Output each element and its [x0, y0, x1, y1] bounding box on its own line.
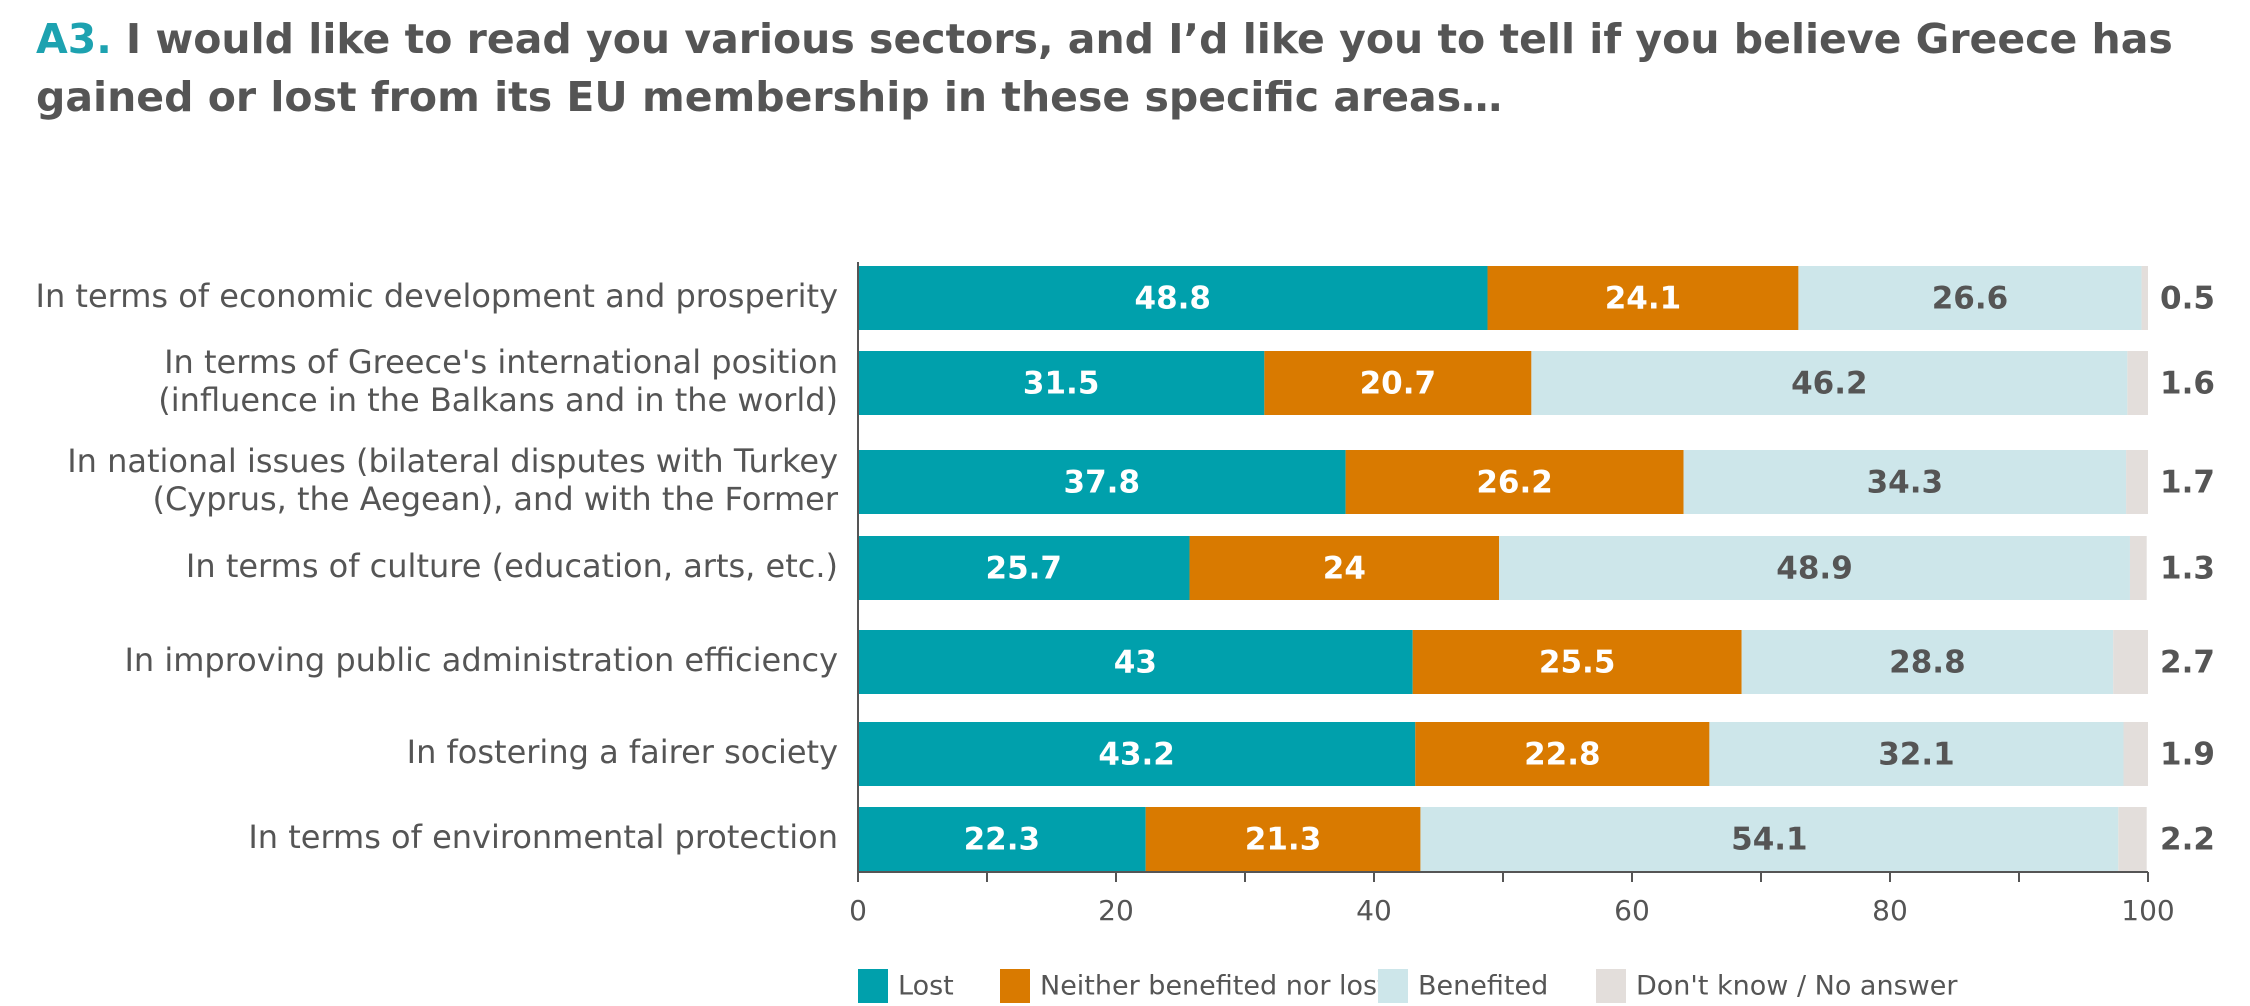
value-label-dont-know: 2.2 [2160, 822, 2215, 858]
legend-label-benefited: Benefited [1418, 971, 1548, 1002]
chart-title: A3. I would like to read you various sect… [36, 10, 2226, 126]
bar-lost [858, 536, 1190, 600]
value-label-dont-know: 1.3 [2160, 551, 2215, 587]
value-label-neither: 24.1 [1605, 281, 1682, 317]
bar-benefited [1420, 807, 2119, 871]
value-label-neither: 26.2 [1476, 465, 1553, 501]
bar-neither [1264, 351, 1532, 415]
value-label-benefited: 32.1 [1878, 737, 1955, 773]
bar-benefited [1741, 630, 2114, 694]
x-tick-label: 100 [2121, 894, 2174, 927]
value-label-dont-know: 1.6 [2160, 366, 2215, 402]
bar-benefited [1798, 266, 2142, 330]
value-label-benefited: 54.1 [1731, 822, 1808, 858]
bar-neither [1145, 807, 1421, 871]
bar-lost [858, 630, 1413, 694]
legend-swatch-lost [858, 969, 888, 1003]
bar-dont-know [2141, 266, 2148, 330]
legend-swatch-benefited [1378, 969, 1408, 1003]
bar-lost [858, 807, 1146, 871]
category-label: In fostering a fairer society [407, 733, 838, 771]
bar-benefited [1683, 450, 2127, 514]
question-number: A3. [36, 15, 112, 63]
category-label: (Cyprus, the Aegean), and with the Forme… [152, 480, 838, 518]
category-label: (influence in the Balkans and in the wor… [158, 381, 838, 419]
bar-neither [1189, 536, 1500, 600]
x-tick-label: 40 [1356, 894, 1392, 927]
bar-dont-know [2113, 630, 2148, 694]
value-label-dont-know: 2.7 [2160, 645, 2215, 681]
value-label-dont-know: 1.7 [2160, 465, 2215, 501]
bar-neither [1415, 722, 1710, 786]
value-label-dont-know: 1.9 [2160, 737, 2215, 773]
x-tick-label: 20 [1098, 894, 1134, 927]
value-label-benefited: 26.6 [1932, 281, 2009, 317]
value-label-lost: 37.8 [1064, 465, 1141, 501]
bar-dont-know [2127, 351, 2148, 415]
value-label-neither: 25.5 [1539, 645, 1616, 681]
bar-neither [1345, 450, 1684, 514]
category-label: In improving public administration effic… [124, 641, 838, 679]
value-label-benefited: 28.8 [1889, 645, 1966, 681]
value-label-lost: 22.3 [964, 822, 1041, 858]
bar-benefited [1709, 722, 2124, 786]
value-label-lost: 48.8 [1135, 281, 1212, 317]
question-text: I would like to read you various sectors… [36, 15, 2173, 121]
bar-lost [858, 266, 1488, 330]
bar-dont-know [2123, 722, 2148, 786]
legend-label-lost: Lost [898, 971, 954, 1002]
legend-swatch-dont-know [1596, 969, 1626, 1003]
value-label-benefited: 34.3 [1867, 465, 1944, 501]
x-tick-label: 80 [1872, 894, 1908, 927]
bar-dont-know [2129, 536, 2147, 600]
category-label: In terms of culture (education, arts, et… [186, 547, 838, 585]
value-label-neither: 21.3 [1245, 822, 1322, 858]
category-label: In terms of economic development and pro… [36, 277, 838, 315]
x-tick-label: 60 [1614, 894, 1650, 927]
bar-benefited [1531, 351, 2128, 415]
bar-lost [858, 450, 1346, 514]
category-label: In terms of Greece's international posit… [164, 343, 838, 381]
value-label-neither: 20.7 [1360, 366, 1437, 402]
bar-lost [858, 722, 1416, 786]
bar-dont-know [2118, 807, 2147, 871]
legend-swatch-neither [1000, 969, 1030, 1003]
value-label-dont-know: 0.5 [2160, 281, 2215, 317]
value-label-neither: 22.8 [1524, 737, 1601, 773]
category-label: In national issues (bilateral disputes w… [67, 442, 838, 480]
value-label-benefited: 48.9 [1776, 551, 1853, 587]
legend-label-neither: Neither benefited nor lost [1040, 971, 1388, 1002]
legend-label-dont-know: Don't know / No answer [1636, 971, 1958, 1002]
value-label-lost: 43 [1114, 645, 1157, 681]
value-label-lost: 31.5 [1023, 366, 1100, 402]
bar-benefited [1499, 536, 2130, 600]
bar-neither [1487, 266, 1799, 330]
bar-neither [1412, 630, 1742, 694]
value-label-lost: 25.7 [986, 551, 1063, 587]
value-label-lost: 43.2 [1098, 737, 1175, 773]
category-label: In terms of environmental protection [248, 818, 838, 856]
bar-lost [858, 351, 1265, 415]
bar-dont-know [2126, 450, 2148, 514]
x-tick-label: 0 [849, 894, 867, 927]
value-label-neither: 24 [1323, 551, 1366, 587]
value-label-benefited: 46.2 [1791, 366, 1868, 402]
